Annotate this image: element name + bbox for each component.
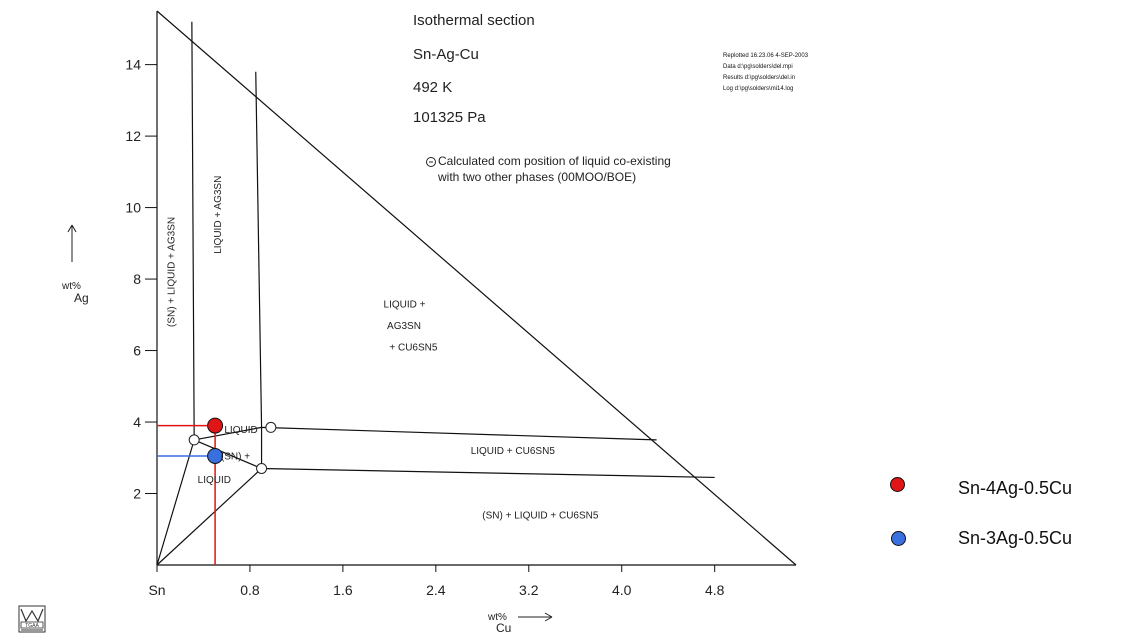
phase-boundaries — [156, 21, 715, 566]
small-text-4: Log d:\pg\solders\mi14.log — [723, 86, 794, 92]
x-axis-arrowhead — [544, 612, 553, 622]
region-label: (SN) + — [221, 452, 250, 463]
alloy-points — [207, 417, 224, 464]
info-system: Sn-Ag-Cu — [413, 46, 479, 63]
region-label: LIQUID — [224, 425, 257, 436]
y-tick-label: 12 — [125, 128, 141, 144]
y-tick-label: 2 — [133, 486, 141, 502]
calculated-point — [265, 421, 277, 433]
calc-note-line1: Calculated com position of liquid co-exi… — [438, 154, 671, 168]
phase-boundary-line — [194, 426, 657, 441]
alloy-point — [207, 447, 224, 464]
small-text-1: Replotted 16.23.06 4-SEP-2003 — [723, 53, 809, 59]
calc-symbol-icon — [426, 157, 436, 167]
legend-dot-blue — [891, 531, 906, 546]
legend-label-1: Sn-4Ag-0.5Cu — [958, 478, 1073, 498]
legend-dot-red — [890, 477, 905, 492]
triangle-edge — [156, 10, 797, 566]
phase-boundary-line — [156, 468, 262, 566]
region-label: LIQUID — [198, 475, 231, 486]
region-label: (SN) + LIQUID + CU6SN5 — [482, 511, 599, 522]
y-axis-label-sub: Ag — [74, 291, 89, 305]
x-tick-label: 1.6 — [333, 582, 353, 598]
calculated-point — [188, 434, 200, 446]
logo-text: TGAA — [25, 623, 39, 629]
tgaa-logo-icon: TGAA — [18, 605, 46, 633]
x-tick-label: 4.8 — [705, 582, 725, 598]
x-tick-label: 4.0 — [612, 582, 632, 598]
x-axis-label: wt% — [487, 612, 507, 623]
legend-label-2: Sn-3Ag-0.5Cu — [958, 528, 1073, 548]
x-tick-label: 2.4 — [426, 582, 446, 598]
region-label: LIQUID + — [384, 300, 426, 311]
small-text-3: Results d:\pg\solders\del.in — [723, 75, 796, 81]
y-tick-label: 4 — [133, 414, 141, 430]
region-label: LIQUID + AG3SN — [213, 176, 224, 254]
x-tick-label: Sn — [148, 582, 165, 598]
info-temperature: 492 K — [413, 79, 453, 96]
axes: 2 4 6 8 10 12 14 Sn 0.8 1.6 2.4 3.2 4.0 4.8 — [125, 10, 797, 598]
info-title: Isothermal section — [413, 12, 535, 29]
region-labels: (SN) + LIQUID + AG3SN LIQUID + AG3SN LIQUI… — [166, 176, 598, 522]
x-tick-label: 0.8 — [240, 582, 260, 598]
phase-boundary-line — [193, 439, 715, 479]
y-tick-label: 14 — [125, 57, 141, 73]
info-pressure: 101325 Pa — [413, 109, 486, 126]
phase-boundary-line — [255, 71, 263, 428]
calculated-point — [256, 462, 268, 474]
composition-guides — [157, 424, 216, 565]
y-tick-label: 8 — [133, 271, 141, 287]
y-axis-label: wt% — [61, 281, 81, 292]
x-tick-label: 3.2 — [519, 582, 539, 598]
region-label: LIQUID + CU6SN5 — [471, 446, 556, 457]
x-axis-label-sub: Cu — [496, 621, 511, 635]
small-text-2: Data d:\pg\solders\del.mpi — [723, 64, 793, 70]
region-label: AG3SN — [387, 321, 421, 332]
calc-note-line2: with two other phases (00MOO/BOE) — [438, 170, 637, 184]
region-label: + CU6SN5 — [389, 343, 438, 354]
alloy-point — [207, 417, 224, 434]
y-axis-arrowhead — [67, 224, 77, 233]
calculated-points — [188, 421, 277, 474]
y-tick-label: 6 — [133, 343, 141, 359]
y-tick-label: 10 — [125, 200, 141, 216]
region-label: (SN) + LIQUID + AG3SN — [166, 217, 177, 327]
